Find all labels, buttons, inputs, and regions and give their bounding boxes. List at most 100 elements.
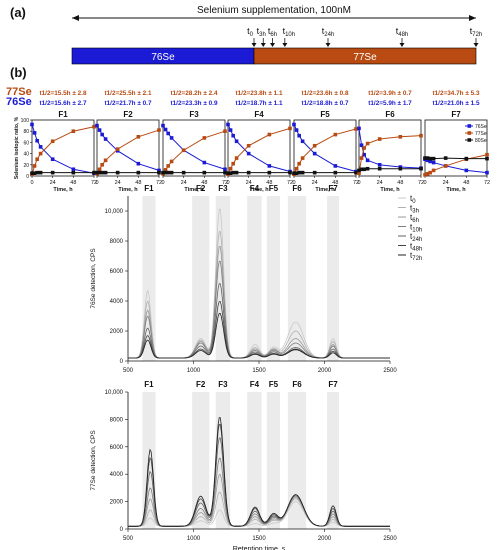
data-point	[246, 151, 251, 156]
data-point	[312, 170, 317, 175]
legend-label: t48h	[410, 242, 422, 253]
data-point	[377, 163, 382, 167]
panel-frame	[358, 119, 422, 177]
data-point	[161, 123, 165, 128]
x-axis-label: Time, h	[446, 187, 466, 193]
data-point	[97, 170, 102, 175]
data-point	[425, 171, 430, 176]
chromatogram-trace	[128, 417, 390, 527]
x-tick-label: 1000	[187, 368, 201, 374]
data-point	[362, 167, 366, 172]
halflife-76se-value: t1/2=21.0h ± 1.5	[432, 100, 479, 107]
data-point	[97, 128, 102, 132]
fraction-band	[266, 196, 280, 361]
data-point	[38, 151, 43, 156]
supplementation-arrow	[72, 15, 476, 21]
x-tick-label: 72	[418, 180, 424, 186]
data-point	[231, 133, 235, 138]
data-point	[425, 158, 430, 163]
data-point	[202, 170, 207, 175]
fraction-label: F5	[269, 380, 279, 389]
x-tick-label: 2000	[318, 536, 332, 542]
halflife-76se-value: t1/2=18.7h ± 1.1	[235, 100, 282, 107]
data-point	[169, 170, 174, 175]
legend-label: t10h	[410, 223, 422, 234]
chromatogram-76se: F1 F2 F3 F4 F5 F6 F7 500 1000 1500 2000 2500 0 2000 40…	[90, 184, 422, 374]
fraction-label: F1	[144, 380, 154, 389]
data-point	[228, 171, 233, 175]
fraction-label: F5	[269, 184, 279, 193]
data-point	[398, 166, 403, 171]
x-axis-label: Time, h	[315, 187, 335, 193]
halflife-77se-value: t1/2=15.5h ± 2.8	[39, 90, 86, 97]
timepoint-arrows: t0 t3h t6h t10h t24h t48h t72h	[247, 26, 482, 47]
x-tick-label: 48	[332, 180, 338, 186]
data-point	[103, 137, 108, 141]
data-point	[234, 139, 239, 144]
data-point	[169, 159, 174, 164]
x-tick-label: 500	[123, 536, 134, 542]
fraction-label: F7	[328, 184, 338, 193]
y-tick-label: 0	[120, 359, 124, 365]
data-point	[464, 168, 469, 173]
timepoint-arrowhead	[260, 43, 266, 47]
x-tick-label: 72	[222, 180, 228, 186]
data-point	[30, 122, 34, 127]
data-point	[223, 129, 227, 133]
data-point	[181, 170, 186, 175]
data-point	[362, 146, 366, 150]
data-point	[365, 166, 370, 171]
y-tick-label: 8000	[110, 417, 124, 423]
y-tick-label: 4000	[110, 472, 124, 478]
x-tick-label: 72	[484, 180, 490, 186]
data-point	[312, 151, 317, 156]
data-point	[100, 132, 104, 137]
data-point	[157, 168, 161, 173]
data-point	[35, 157, 39, 161]
legend-swatch-marker	[467, 131, 472, 135]
data-point	[163, 127, 168, 132]
data-point	[50, 139, 55, 144]
y-tick-label: 6000	[110, 269, 124, 275]
panel-title: F4	[254, 110, 264, 119]
fraction-label: F3	[218, 184, 228, 193]
data-point	[300, 170, 305, 175]
halflife-77se-value: t1/2=23.8h ± 1.1	[235, 90, 282, 97]
data-point	[398, 135, 403, 139]
x-tick-label: 24	[246, 180, 252, 186]
fraction-band	[247, 196, 262, 361]
x-tick-label: 2500	[383, 536, 397, 542]
isotope-bar-77se	[253, 47, 477, 65]
data-point	[92, 170, 96, 175]
data-point	[136, 135, 141, 139]
fraction-label: F4	[250, 380, 260, 389]
data-point	[419, 133, 423, 138]
x-axis-label: Time, h	[249, 187, 269, 193]
halflife-77se-value: t1/2=25.5h ± 2.1	[104, 90, 151, 97]
x-tick-label: 24	[115, 180, 121, 186]
data-point	[443, 156, 448, 160]
data-point	[163, 170, 168, 175]
x-tick-label: 2000	[318, 368, 332, 374]
panel-a-label: (a)	[10, 5, 26, 20]
data-point	[95, 123, 99, 128]
fraction-band	[142, 196, 156, 361]
data-point	[50, 157, 55, 161]
y-axis-label: 77Se detection, CPS	[90, 430, 97, 491]
data-point	[71, 167, 76, 172]
data-point	[297, 161, 301, 166]
data-point	[297, 170, 301, 175]
isotope-bar-77se-label: 77Se	[353, 52, 377, 63]
data-point	[95, 170, 99, 175]
y-tick-label: 20	[23, 163, 29, 169]
fraction-band	[327, 196, 339, 361]
chromatogram-trace	[128, 312, 390, 359]
halflife-76se-value: t1/2=15.6h ± 2.7	[39, 100, 86, 107]
x-tick-label: 24	[377, 180, 383, 186]
x-axis-label: Time, h	[380, 187, 400, 193]
fraction-label: F1	[144, 184, 154, 193]
y-tick-label: 100	[21, 118, 30, 124]
panel-title: F7	[451, 110, 461, 119]
